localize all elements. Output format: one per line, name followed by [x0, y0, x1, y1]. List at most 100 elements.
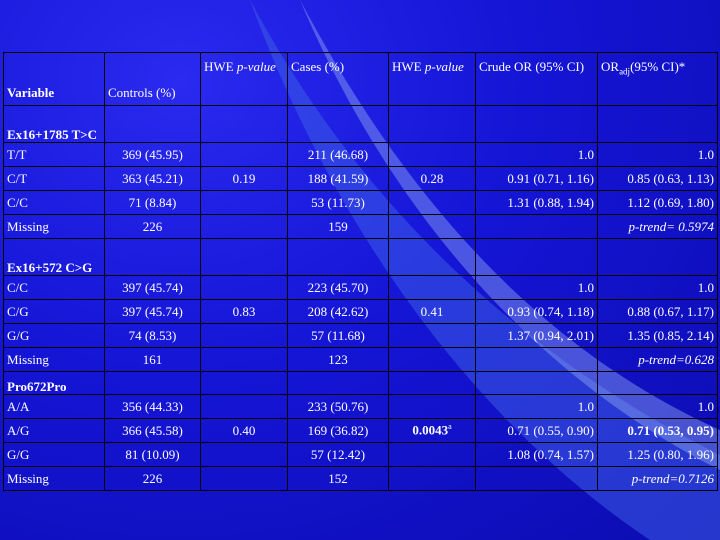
- crude-or-cell: 1.31 (0.88, 1.94): [475, 190, 598, 215]
- hwe-controls-cell: 0.19: [200, 166, 288, 191]
- hwe-cases-cell: 0.41: [388, 299, 476, 324]
- cases-cell: 211 (46.68): [287, 142, 389, 167]
- empty-cell: [388, 371, 476, 395]
- table-row: T/T 369 (45.95) 211 (46.68) 1.0 1.0: [3, 142, 718, 167]
- table-row: G/G 81 (10.09) 57 (12.42) 1.08 (0.74, 1.57)…: [3, 442, 718, 467]
- cases-cell: 223 (45.70): [287, 275, 389, 300]
- controls-cell: 226: [104, 214, 201, 239]
- table-row: C/C 397 (45.74) 223 (45.70) 1.0 1.0: [3, 275, 718, 300]
- hwe-controls-cell: [200, 214, 288, 239]
- adjusted-or-cell: 1.25 (0.80, 1.96): [597, 442, 718, 467]
- oradj-header: ORadj(95% CI)*: [597, 52, 718, 106]
- section-row: Pro672Pro: [3, 371, 718, 395]
- empty-cell: [388, 238, 476, 276]
- cases-cell: 208 (42.62): [287, 299, 389, 324]
- hwe-controls-cell: 0.83: [200, 299, 288, 324]
- cases-cell: 123: [287, 347, 389, 372]
- hwe-controls-cell: [200, 323, 288, 348]
- section-title: Ex16+1785 T>C: [3, 105, 105, 143]
- genotype-cell: G/G: [3, 442, 105, 467]
- crude-or-cell: 1.0: [475, 275, 598, 300]
- controls-cell: 161: [104, 347, 201, 372]
- hwe-cases-cell: [388, 275, 476, 300]
- controls-cell: 81 (10.09): [104, 442, 201, 467]
- hwe-cases-cell: [388, 394, 476, 419]
- empty-cell: [104, 105, 201, 143]
- controls-cell: 71 (8.84): [104, 190, 201, 215]
- empty-cell: [200, 105, 288, 143]
- genotype-cell: A/A: [3, 394, 105, 419]
- table-row: A/A 356 (44.33) 233 (50.76) 1.0 1.0: [3, 394, 718, 419]
- hwe-cases-cell: [388, 347, 476, 372]
- empty-cell: [597, 105, 718, 143]
- cases-cell: 57 (11.68): [287, 323, 389, 348]
- section-title: Ex16+572 C>G: [3, 238, 105, 276]
- table-row: Missing 161 123 p-trend=0.628: [3, 347, 718, 372]
- adjusted-or-cell: 1.0: [597, 142, 718, 167]
- hwe-cases-header: HWE p-value: [388, 52, 476, 106]
- controls-header: Controls (%): [104, 52, 201, 106]
- hwe-cases-value: 0.41: [420, 303, 444, 319]
- controls-cell: 369 (45.95): [104, 142, 201, 167]
- genotype-cell: Missing: [3, 214, 105, 239]
- cases-cell: 57 (12.42): [287, 442, 389, 467]
- adjusted-or-cell: p-trend=0.628: [597, 347, 718, 372]
- genotype-cell: G/G: [3, 323, 105, 348]
- empty-cell: [475, 238, 598, 276]
- crude-or-cell: 0.91 (0.71, 1.16): [475, 166, 598, 191]
- crude-or-header: Crude OR (95% CI): [475, 52, 598, 106]
- table-row: Missing 226 159 p-trend= 0.5974: [3, 214, 718, 239]
- adjusted-or-cell: 1.12 (0.69, 1.80): [597, 190, 718, 215]
- hwe-controls-cell: [200, 442, 288, 467]
- controls-cell: 74 (8.53): [104, 323, 201, 348]
- hwe-controls-cell: [200, 142, 288, 167]
- crude-or-cell: [475, 214, 598, 239]
- oradj-subscript: adj: [619, 66, 631, 77]
- controls-cell: 226: [104, 466, 201, 491]
- empty-cell: [597, 371, 718, 395]
- table-row: Missing 226 152 p-trend=0.7126: [3, 466, 718, 491]
- empty-cell: [475, 105, 598, 143]
- hwe-controls-prefix: HWE: [204, 59, 237, 74]
- footnote-marker: a: [448, 422, 452, 432]
- cases-cell: 233 (50.76): [287, 394, 389, 419]
- empty-cell: [388, 105, 476, 143]
- empty-cell: [287, 371, 389, 395]
- controls-cell: 366 (45.58): [104, 418, 201, 443]
- oradj-suffix: (95% CI)*: [630, 59, 686, 74]
- table-row: C/G 397 (45.74) 0.83 208 (42.62) 0.41 0.93 (0…: [3, 299, 718, 324]
- hwe-controls-header: HWE p-value: [200, 52, 288, 106]
- hwe-cases-cell: [388, 442, 476, 467]
- adjusted-or-cell: 0.71 (0.53, 0.95): [597, 418, 718, 443]
- empty-cell: [200, 371, 288, 395]
- adjusted-or-cell: p-trend=0.7126: [597, 466, 718, 491]
- crude-or-cell: 1.0: [475, 394, 598, 419]
- hwe-cases-cell: 0.28: [388, 166, 476, 191]
- adjusted-or-cell: 0.85 (0.63, 1.13): [597, 166, 718, 191]
- hwe-controls-italic: p-value: [236, 59, 276, 74]
- genotype-results-table: Variable Controls (%) HWE p-value Cases …: [3, 52, 718, 491]
- hwe-cases-cell: [388, 142, 476, 167]
- crude-or-cell: 0.93 (0.74, 1.18): [475, 299, 598, 324]
- section-row: Ex16+1785 T>C: [3, 105, 718, 143]
- hwe-cases-italic: p-value: [424, 59, 464, 74]
- controls-cell: 397 (45.74): [104, 299, 201, 324]
- empty-cell: [287, 238, 389, 276]
- genotype-cell: C/C: [3, 190, 105, 215]
- crude-or-cell: [475, 347, 598, 372]
- genotype-cell: Missing: [3, 347, 105, 372]
- crude-or-cell: 1.37 (0.94, 2.01): [475, 323, 598, 348]
- oradj-prefix: OR: [601, 59, 620, 74]
- genotype-cell: A/G: [3, 418, 105, 443]
- section-title: Pro672Pro: [3, 371, 105, 395]
- hwe-cases-prefix: HWE: [392, 59, 425, 74]
- hwe-cases-value: 0.0043: [412, 422, 449, 438]
- genotype-cell: Missing: [3, 466, 105, 491]
- adjusted-or-cell: 1.35 (0.85, 2.14): [597, 323, 718, 348]
- hwe-cases-value: 0.28: [420, 170, 444, 186]
- hwe-cases-cell: 0.0043a: [388, 418, 476, 443]
- hwe-cases-cell: [388, 214, 476, 239]
- table-row: A/G 366 (45.58) 0.40 169 (36.82) 0.0043a 0.71…: [3, 418, 718, 443]
- genotype-cell: C/G: [3, 299, 105, 324]
- cases-cell: 169 (36.82): [287, 418, 389, 443]
